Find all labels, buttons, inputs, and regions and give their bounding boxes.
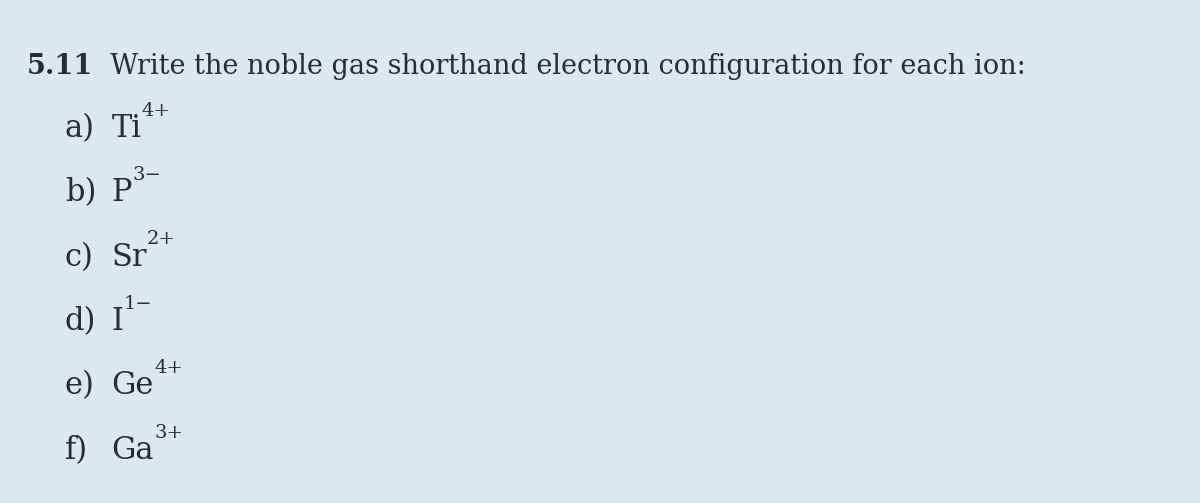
Text: e): e) xyxy=(65,370,95,401)
Text: 3−: 3− xyxy=(132,166,161,184)
Text: a): a) xyxy=(65,113,95,144)
Text: 5.11: 5.11 xyxy=(26,53,92,80)
Text: 2+: 2+ xyxy=(148,230,176,248)
Text: Sr: Sr xyxy=(112,241,148,273)
Text: c): c) xyxy=(65,241,94,273)
Text: d): d) xyxy=(65,306,96,337)
Text: f): f) xyxy=(65,435,88,466)
Text: Write the noble gas shorthand electron configuration for each ion:: Write the noble gas shorthand electron c… xyxy=(92,53,1026,80)
Text: 4+: 4+ xyxy=(154,359,182,377)
Text: Ge: Ge xyxy=(112,370,154,401)
Text: Ti: Ti xyxy=(112,113,142,144)
Text: Ga: Ga xyxy=(112,435,154,466)
Text: 1−: 1− xyxy=(124,295,152,313)
Text: I: I xyxy=(112,306,124,337)
Text: P: P xyxy=(112,177,132,208)
Text: 3+: 3+ xyxy=(154,424,184,442)
Text: b): b) xyxy=(65,177,96,208)
Text: 4+: 4+ xyxy=(142,102,170,120)
